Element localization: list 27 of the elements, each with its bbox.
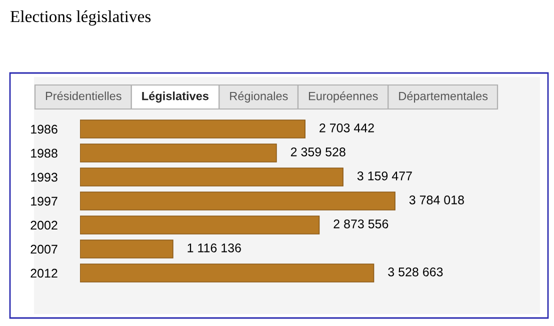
bar xyxy=(80,216,320,234)
y-tick-label: 1988 xyxy=(31,148,58,158)
data-label: 2 873 556 xyxy=(334,220,388,228)
y-tick-label: 1997 xyxy=(31,196,58,206)
data-label: 2 703 442 xyxy=(320,124,374,132)
data-label: 3 784 018 xyxy=(409,196,464,204)
bar xyxy=(80,240,174,258)
bar xyxy=(80,168,344,186)
bar xyxy=(80,144,277,162)
chart-title: Elections législatives xyxy=(10,10,151,26)
text: Régionales xyxy=(230,91,288,103)
data-label: 3 528 663 xyxy=(388,268,443,276)
bar xyxy=(80,120,306,138)
text: Européennes xyxy=(308,91,378,103)
y-tick-label: 2012 xyxy=(30,268,58,278)
y-tick-label: 2002 xyxy=(30,220,58,230)
bar xyxy=(80,192,396,210)
data-label: 1 116 136 xyxy=(188,244,241,252)
y-tick-label: 2007 xyxy=(30,244,58,254)
y-tick-label: 1993 xyxy=(31,172,58,182)
text: Législatives xyxy=(142,91,208,103)
data-label: 3 159 477 xyxy=(357,172,412,180)
y-tick-label: 1986 xyxy=(31,124,58,134)
data-label: 2 359 528 xyxy=(290,148,346,156)
bar xyxy=(80,264,374,282)
text: Présidentielles xyxy=(46,91,122,100)
text: Départementales xyxy=(399,91,488,103)
